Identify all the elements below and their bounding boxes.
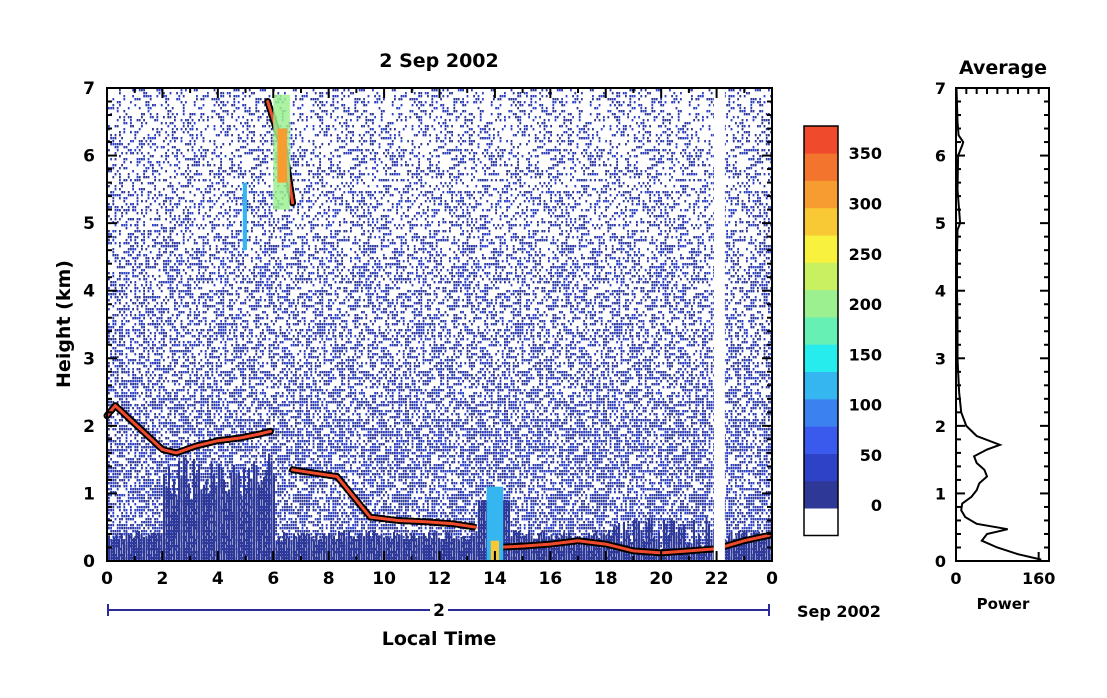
x-tick-label: 18 [594,569,618,589]
y-axis-label: Height (km) [53,260,75,388]
avg-y-tick-label: 3 [935,349,946,368]
colorbar-tick-label: 200 [849,295,882,314]
x-tick-label: 16 [538,569,562,589]
avg-y-tick-label: 0 [935,552,946,571]
colorbar-swatch [804,317,838,345]
y-tick-label: 1 [83,484,95,504]
date-axis: 2 Sep 2002 [107,600,881,621]
colorbar-tick-label: 250 [849,245,882,264]
colorbar-swatch [804,399,838,427]
x-tick-label: 14 [483,569,507,589]
layer-core-0 [105,404,272,455]
layer-core-1 [291,468,477,529]
colorbar-swatch [804,289,838,318]
x-tick-label: 20 [649,569,673,589]
x-tick-label: 10 [372,569,396,589]
average-x-label: Power [977,595,1030,613]
colorbar-swatch [804,426,838,454]
colorbar-swatch [804,153,838,181]
colorbar-tick-label: 50 [860,446,882,465]
y-tick-label: 0 [83,552,95,572]
colorbar-tick-label: 350 [849,144,882,163]
avg-x-tick-label: 160 [1022,569,1055,588]
x-tick-label: 2 [156,569,168,589]
plume-14h-core [490,540,500,561]
x-axis-label: Local Time [382,628,497,650]
y-tick-label: 3 [83,349,95,369]
colorbar-swatch [804,371,838,400]
colorbar-swatch [804,480,838,509]
field-noise-dark [108,89,772,560]
y-tick-label: 7 [83,79,95,99]
date-month-year-label: Sep 2002 [797,602,881,621]
colorbar-tick-label: 300 [849,195,882,214]
avg-x-tick-label: 0 [950,569,961,588]
colorbar-tick-label: 0 [871,496,882,515]
data-gap-22h [713,89,725,560]
colorbar-swatch [804,344,838,372]
average-power-line [955,87,1042,561]
avg-y-tick-label: 4 [935,282,946,301]
cloud-5h [242,182,247,251]
colorbar-frame [803,125,839,537]
avg-y-tick-label: 6 [935,147,946,166]
heatmap-layers [103,89,773,561]
colorbar-swatch [804,262,838,291]
colorbar-swatch [804,508,838,536]
colorbar-tick-label: 150 [849,345,882,364]
colorbar: 0 50 100 150 200 250 300 350 [803,125,882,537]
y-tick-label: 4 [83,282,95,302]
avg-y-tick-label: 5 [935,214,946,233]
average-panel: 0 1 2 3 4 5 6 7 0 160 Average Power [935,57,1056,613]
high-cloud-core [277,128,288,183]
x-tick-label: 4 [212,569,224,589]
colorbar-swatch [804,126,838,154]
date-day-label: 2 [433,601,445,621]
x-tick-label: 0 [101,569,113,589]
y-tick-label: 6 [83,147,95,167]
avg-y-tick-label: 1 [935,484,946,503]
avg-y-tick-label: 7 [935,79,946,98]
y-tick-label: 2 [83,417,95,437]
surface-band [108,453,773,560]
x-tick-label: 12 [428,569,452,589]
colorbar-tick-label: 100 [849,396,882,415]
average-title: Average [959,57,1047,79]
x-tick-label: 0 [766,569,778,589]
layer-core-2 [493,533,771,555]
colorbar-swatch [804,180,838,209]
x-tick-label: 8 [323,569,335,589]
y-tick-label: 5 [83,214,95,234]
date-day-mask [430,600,448,618]
avg-y-tick-label: 2 [935,417,946,436]
x-tick-label: 6 [267,569,279,589]
colorbar-swatch [804,207,838,236]
colorbar-swatch [804,235,838,263]
colorbar-swatch [804,453,838,482]
chart-title: 2 Sep 2002 [379,50,499,72]
average-frame [955,87,1050,562]
x-tick-label: 22 [705,569,729,589]
